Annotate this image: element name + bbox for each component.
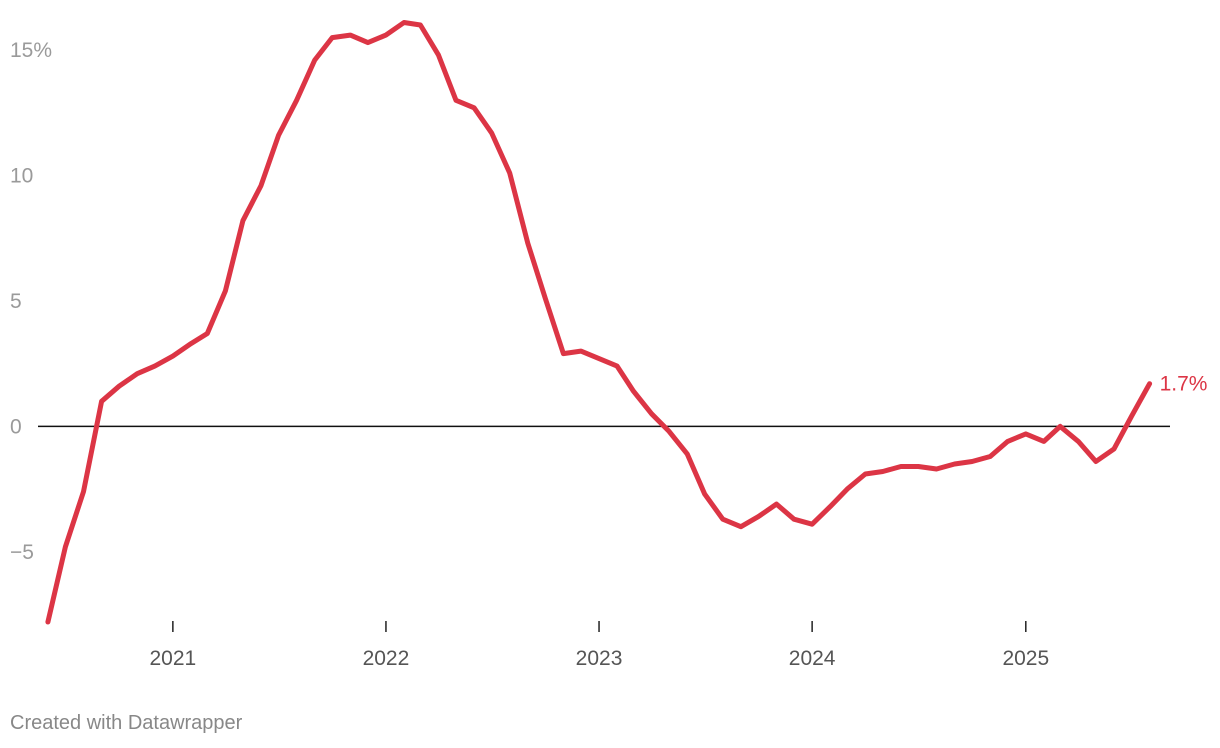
- x-tick-label: 2022: [363, 647, 410, 670]
- y-tick-label: 15%: [10, 39, 52, 62]
- y-axis-tick-labels: 15% 10 5 0 −5: [10, 39, 52, 564]
- y-tick-label: 5: [10, 290, 22, 313]
- x-tick-label: 2025: [1002, 647, 1049, 670]
- x-tick-label: 2021: [149, 647, 196, 670]
- credit-footer: Created with Datawrapper: [10, 712, 243, 734]
- y-tick-label: 10: [10, 165, 33, 188]
- x-tick-label: 2024: [789, 647, 836, 670]
- x-tick-label: 2023: [576, 647, 623, 670]
- series-line: [45, 20, 1153, 625]
- y-tick-label: −5: [10, 541, 34, 564]
- x-axis: 2021 2022 2023 2024 2025: [149, 621, 1049, 670]
- y-tick-label: 0: [10, 415, 22, 438]
- end-value-label: 1.7%: [1160, 373, 1208, 396]
